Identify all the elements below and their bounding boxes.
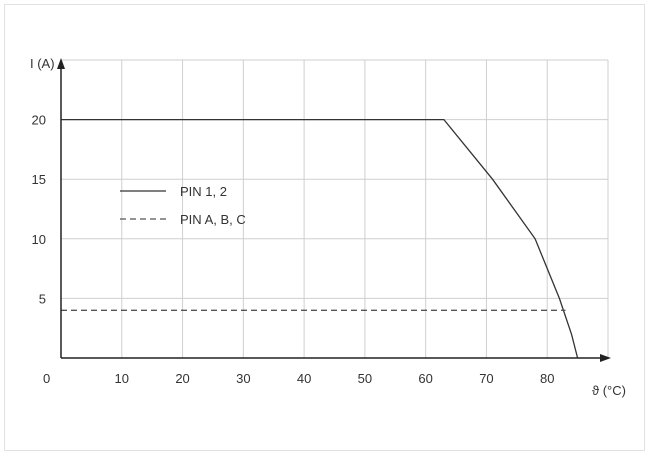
- x-tick-label: 40: [297, 371, 311, 386]
- y-axis-label: I (A): [30, 56, 55, 71]
- y-tick-label: 10: [32, 232, 46, 247]
- origin-label: 0: [43, 371, 50, 386]
- x-axis-arrow: [600, 354, 611, 362]
- y-tick-label: 20: [32, 113, 46, 128]
- tick-labels: 10 20 30 40 50 60 70 80 5 10 15 20: [32, 113, 555, 386]
- series-line-1: [61, 118, 579, 359]
- x-tick-label: 30: [236, 371, 250, 386]
- x-tick-label: 70: [479, 371, 493, 386]
- x-tick-label: 50: [358, 371, 372, 386]
- x-tick-label: 60: [418, 371, 432, 386]
- legend: PIN 1, 2 PIN A, B, C: [120, 184, 246, 227]
- y-axis-arrow: [57, 58, 65, 69]
- legend-label-2: PIN A, B, C: [180, 212, 246, 227]
- x-tick-label: 80: [540, 371, 554, 386]
- series-group: [61, 118, 579, 359]
- x-tick-label: 10: [115, 371, 129, 386]
- x-tick-label: 20: [175, 371, 189, 386]
- legend-label-1: PIN 1, 2: [180, 184, 227, 199]
- x-axis-label: ϑ (°C): [592, 383, 626, 398]
- chart-frame: [4, 4, 645, 451]
- grid: [61, 59, 609, 358]
- axes: [57, 58, 611, 362]
- y-tick-label: 15: [32, 172, 46, 187]
- y-tick-label: 5: [39, 291, 46, 306]
